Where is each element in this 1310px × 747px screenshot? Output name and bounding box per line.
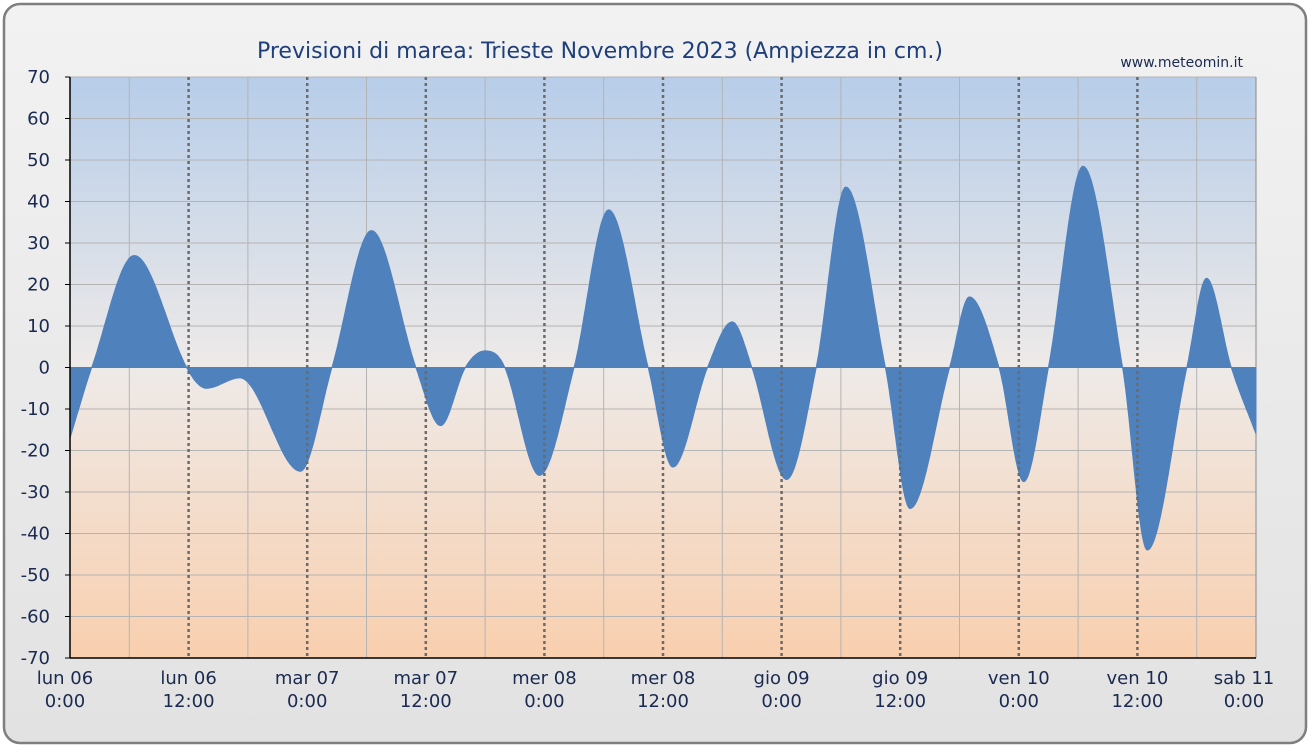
y-tick-label: -20 xyxy=(21,441,50,462)
y-tick-label: 60 xyxy=(27,109,50,130)
tide-area-series xyxy=(69,165,1257,551)
y-tick-label: -70 xyxy=(21,648,50,669)
y-tick-label: 70 xyxy=(27,67,50,88)
x-tick-day: ven 10 xyxy=(988,668,1050,689)
chart-credit: www.meteomin.it xyxy=(1120,55,1243,71)
x-tick-day: lun 06 xyxy=(160,668,216,689)
x-tick-day: mer 08 xyxy=(512,668,577,689)
x-tick-day: mar 07 xyxy=(394,668,459,689)
x-tick-time: 0:00 xyxy=(1224,691,1264,712)
y-tick-label: 10 xyxy=(27,316,50,337)
y-tick-label: -40 xyxy=(21,524,50,545)
x-tick-day: sab 11 xyxy=(1214,668,1274,689)
x-tick-time: 0:00 xyxy=(761,691,801,712)
x-tick-day: ven 10 xyxy=(1107,668,1169,689)
x-tick-time: 12:00 xyxy=(637,691,689,712)
y-tick-label: 50 xyxy=(27,150,50,171)
y-tick-label: -30 xyxy=(21,482,50,503)
x-tick-time: 12:00 xyxy=(400,691,452,712)
x-tick-day: lun 06 xyxy=(37,668,93,689)
x-tick-time: 0:00 xyxy=(999,691,1039,712)
day-separator-lines xyxy=(187,77,1139,658)
x-tick-label: mar 070:00 xyxy=(275,668,340,712)
y-tick-labels: 70 60 50 40 30 20 10 0 -10 -20 -30 -40 -50 -60 -70 xyxy=(21,67,70,669)
chart-title: Previsioni di marea: Trieste Novembre 20… xyxy=(257,39,943,64)
x-tick-time: 12:00 xyxy=(874,691,926,712)
x-tick-day: gio 09 xyxy=(754,668,810,689)
y-tick-label: -60 xyxy=(21,607,50,628)
x-tick-time: 0:00 xyxy=(45,691,85,712)
x-tick-label: lun 060:00 xyxy=(37,668,93,712)
x-tick-label: mer 080:00 xyxy=(512,668,577,712)
x-tick-time: 12:00 xyxy=(1111,691,1163,712)
x-tick-time: 0:00 xyxy=(287,691,327,712)
y-tick-label: 0 xyxy=(39,358,50,379)
y-tick-label: 20 xyxy=(27,275,50,296)
y-tick-label: 30 xyxy=(27,233,50,254)
x-tick-day: mer 08 xyxy=(631,668,696,689)
y-tick-label: 40 xyxy=(27,192,50,213)
x-tick-label: ven 100:00 xyxy=(988,668,1050,712)
x-tick-day: mar 07 xyxy=(275,668,340,689)
x-tick-label: gio 090:00 xyxy=(754,668,810,712)
y-tick-label: -50 xyxy=(21,565,50,586)
tide-area xyxy=(69,165,1257,551)
y-tick-label: -10 xyxy=(21,399,50,420)
x-tick-time: 0:00 xyxy=(524,691,564,712)
x-tick-day: gio 09 xyxy=(872,668,928,689)
x-tick-label: sab 110:00 xyxy=(1214,668,1274,712)
x-tick-time: 12:00 xyxy=(163,691,215,712)
